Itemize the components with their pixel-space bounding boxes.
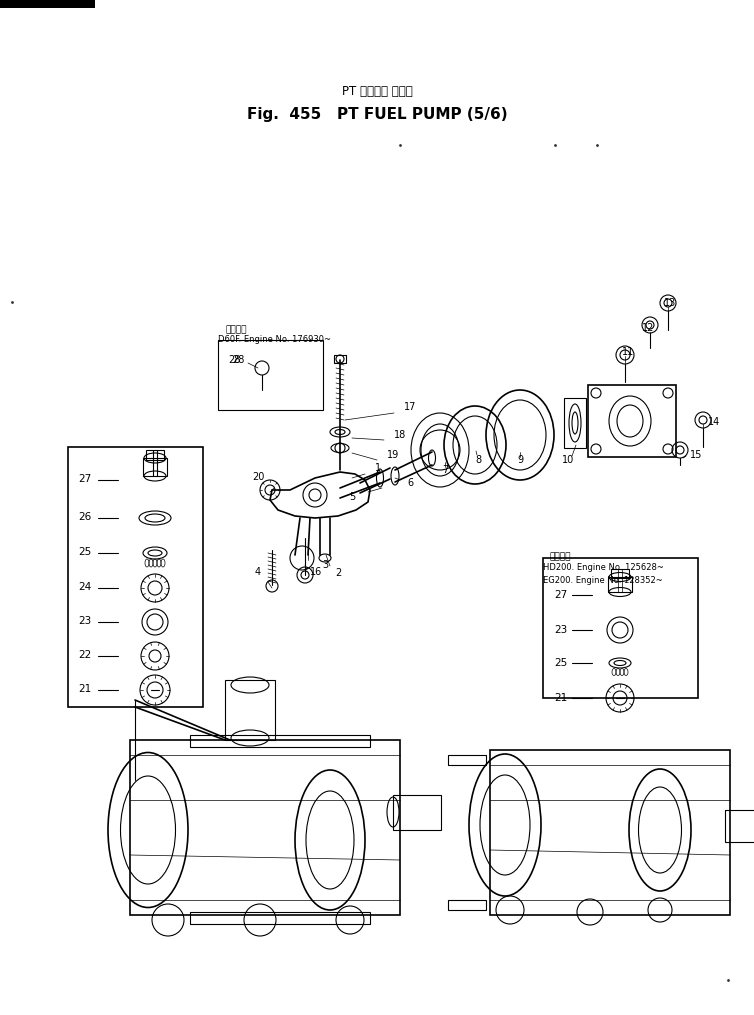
Bar bbox=[588, 385, 676, 457]
Text: 16: 16 bbox=[310, 567, 322, 577]
Text: 25: 25 bbox=[554, 658, 567, 668]
Text: 6: 6 bbox=[407, 478, 413, 488]
Text: HD200. Engine No. 125628~: HD200. Engine No. 125628~ bbox=[543, 563, 664, 572]
Text: 8: 8 bbox=[475, 455, 481, 465]
Bar bbox=[448, 900, 486, 910]
Text: 26: 26 bbox=[78, 512, 91, 522]
Text: 12: 12 bbox=[642, 323, 654, 333]
Text: 21: 21 bbox=[78, 684, 91, 694]
Bar bbox=[130, 740, 400, 915]
Text: 7: 7 bbox=[442, 465, 448, 475]
Bar bbox=[608, 577, 632, 592]
Text: 適用号機: 適用号機 bbox=[549, 552, 571, 561]
Text: 19: 19 bbox=[387, 450, 399, 460]
Bar bbox=[490, 750, 730, 915]
Text: PT フェエル ポンプ: PT フェエル ポンプ bbox=[342, 85, 412, 98]
Text: 14: 14 bbox=[708, 417, 720, 427]
Text: 23: 23 bbox=[554, 625, 567, 635]
Text: 4: 4 bbox=[255, 567, 261, 577]
Text: 10: 10 bbox=[562, 455, 574, 465]
Text: 28: 28 bbox=[231, 355, 244, 365]
Text: 27: 27 bbox=[554, 590, 567, 600]
Text: 15: 15 bbox=[690, 450, 702, 460]
Bar bbox=[225, 680, 275, 740]
Bar bbox=[543, 558, 698, 698]
Text: 20: 20 bbox=[252, 472, 264, 482]
Text: 2: 2 bbox=[335, 568, 341, 578]
Text: D60F. Engine No. 176930~: D60F. Engine No. 176930~ bbox=[218, 335, 331, 344]
Bar bbox=[611, 569, 629, 578]
Text: 18: 18 bbox=[394, 430, 406, 439]
Bar bbox=[334, 355, 346, 363]
Text: 3: 3 bbox=[322, 560, 328, 570]
Bar bbox=[0, 0, 95, 8]
Bar bbox=[725, 810, 754, 842]
Text: 25: 25 bbox=[78, 547, 91, 557]
Text: 11: 11 bbox=[622, 347, 634, 357]
Text: 28: 28 bbox=[228, 355, 241, 365]
Bar bbox=[393, 795, 441, 830]
Bar bbox=[143, 458, 167, 476]
Bar bbox=[190, 735, 370, 747]
Bar bbox=[68, 447, 203, 707]
Text: 17: 17 bbox=[404, 402, 416, 412]
Bar bbox=[146, 450, 164, 460]
Text: 23: 23 bbox=[78, 616, 91, 626]
Text: 1: 1 bbox=[375, 463, 381, 473]
Text: 27: 27 bbox=[78, 474, 91, 484]
Bar bbox=[190, 912, 370, 924]
Bar bbox=[564, 398, 586, 448]
Text: EG200. Engine No. 128352~: EG200. Engine No. 128352~ bbox=[543, 576, 663, 585]
Text: 22: 22 bbox=[78, 650, 91, 660]
Polygon shape bbox=[270, 472, 370, 518]
Text: 9: 9 bbox=[517, 455, 523, 465]
Text: 21: 21 bbox=[554, 693, 567, 703]
Text: 5: 5 bbox=[349, 492, 355, 502]
Bar bbox=[218, 340, 323, 410]
Bar bbox=[448, 755, 486, 765]
Text: 24: 24 bbox=[78, 582, 91, 592]
Text: Fig.  455   PT FUEL PUMP (5/6): Fig. 455 PT FUEL PUMP (5/6) bbox=[247, 107, 507, 122]
Text: 13: 13 bbox=[664, 298, 676, 308]
Text: 適用号機: 適用号機 bbox=[225, 325, 247, 334]
